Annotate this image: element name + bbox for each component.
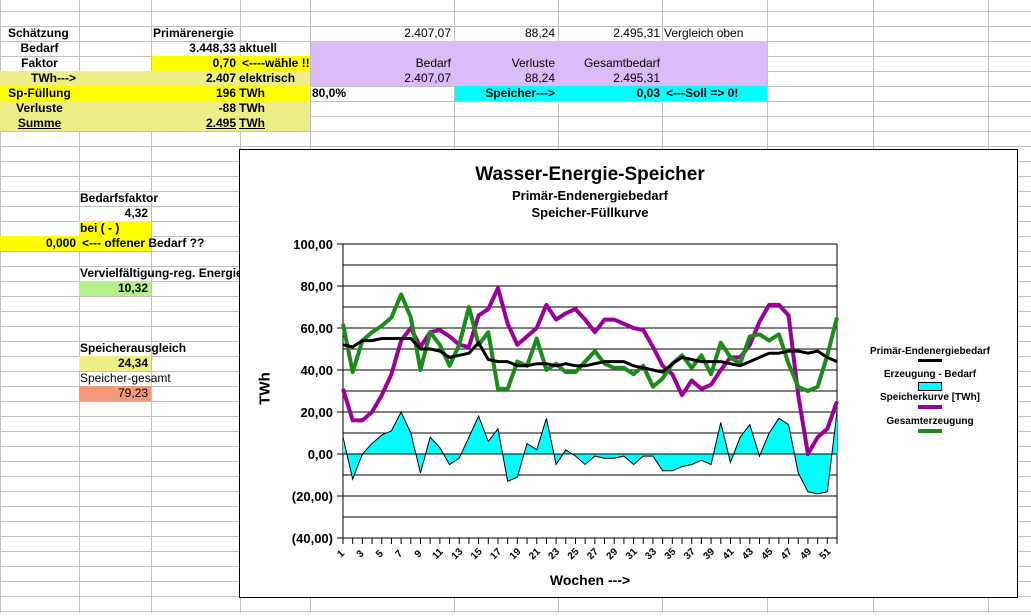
chart-wasser-energie-speicher[interactable]: Wasser-Energie-Speicher Primär-Endenergi… bbox=[239, 149, 1018, 598]
spfuellung-value[interactable]: 196 bbox=[152, 86, 239, 101]
y-tick-label: 100,00 bbox=[293, 237, 333, 252]
legend-label-gesamterzeugung: Gesamterzeugung bbox=[860, 416, 1000, 427]
val-bedarf[interactable]: 2.407,07 bbox=[311, 71, 454, 86]
x-tick-label: 39 bbox=[701, 546, 717, 562]
summe-label[interactable]: Summe bbox=[0, 116, 79, 131]
x-tick-label: 45 bbox=[760, 546, 776, 562]
legend-item-speicherkurve[interactable]: Speicherkurve [TWh] bbox=[860, 392, 1000, 409]
offen-value[interactable]: 0,000 bbox=[0, 236, 79, 251]
speicher-gesamt-value[interactable]: 79,23 bbox=[79, 386, 151, 401]
schaetzung-label[interactable]: Schätzung bbox=[5, 26, 72, 41]
x-tick-label: 49 bbox=[798, 546, 814, 562]
hdr-bedarf[interactable]: Bedarf bbox=[311, 56, 454, 71]
val-verluste[interactable]: 88,24 bbox=[455, 71, 558, 86]
x-tick-label: 29 bbox=[605, 546, 621, 562]
legend-item-gesamterzeugung[interactable]: Gesamterzeugung bbox=[860, 416, 1000, 433]
y-tick-label: 20,00 bbox=[300, 405, 333, 420]
top-note[interactable]: Vergleich oben bbox=[661, 26, 746, 41]
vervielf-value[interactable]: 10,32 bbox=[79, 281, 151, 296]
x-tick-label: 37 bbox=[682, 546, 698, 562]
y-tick-label: 0,00 bbox=[308, 447, 333, 462]
x-tick-label: 5 bbox=[374, 548, 386, 560]
faktor-note[interactable]: <----wähle !! bbox=[239, 56, 313, 71]
x-tick-label: 19 bbox=[508, 546, 524, 562]
speicher-value[interactable]: 0,03 bbox=[559, 86, 663, 101]
x-tick-label: 47 bbox=[779, 546, 795, 562]
legend-item-erzeugung[interactable]: Erzeugung - Bedarf bbox=[860, 369, 1000, 391]
y-tick-label: 40,00 bbox=[300, 363, 333, 378]
ausgleich-value[interactable]: 24,34 bbox=[79, 356, 151, 371]
hdr-gesamt[interactable]: Gesamtbedarf bbox=[559, 56, 663, 71]
x-axis-label: Wochen ---> bbox=[490, 572, 690, 588]
vervielf-label[interactable]: Vervielfältigung-reg. Energie bbox=[77, 266, 246, 281]
summe-value[interactable]: 2.495 bbox=[152, 116, 239, 131]
legend-area-cyan-icon bbox=[918, 382, 942, 391]
top-verluste[interactable]: 88,24 bbox=[455, 26, 558, 41]
faktor-label[interactable]: Faktor bbox=[0, 56, 79, 71]
bei-label[interactable]: bei ( - ) bbox=[77, 221, 122, 236]
spfuellung-label[interactable]: Sp-Füllung bbox=[0, 86, 79, 101]
twh-note[interactable]: elektrisch bbox=[236, 71, 298, 86]
x-tick-label: 7 bbox=[393, 548, 405, 560]
verluste-label[interactable]: Verluste bbox=[0, 101, 79, 116]
x-tick-label: 21 bbox=[527, 546, 543, 562]
top-gesamt[interactable]: 2.495,31 bbox=[559, 26, 663, 41]
y-tick-label: (20,00) bbox=[292, 489, 333, 504]
val-gesamt[interactable]: 2.495,31 bbox=[559, 71, 663, 86]
ausgleich-label[interactable]: Speicherausgleich bbox=[77, 341, 189, 356]
y-tick-label: 60,00 bbox=[300, 321, 333, 336]
legend-line-green-icon bbox=[918, 429, 942, 433]
y-tick-label: (40,00) bbox=[292, 531, 333, 546]
legend-label-primaer: Primär-Endenergiebedarf bbox=[860, 346, 1000, 357]
hdr-verluste[interactable]: Verluste bbox=[455, 56, 558, 71]
x-tick-label: 25 bbox=[566, 546, 582, 562]
speicher-label[interactable]: Speicher---> bbox=[455, 86, 558, 101]
x-tick-label: 1 bbox=[335, 548, 347, 560]
x-tick-label: 33 bbox=[643, 546, 659, 562]
faktor-value[interactable]: 0,70 bbox=[152, 56, 239, 71]
speicher-gesamt-label[interactable]: Speicher-gesamt bbox=[77, 371, 174, 386]
spfuellung-percent[interactable]: 80,0% bbox=[309, 86, 349, 101]
spfuellung-unit[interactable]: TWh bbox=[236, 86, 268, 101]
x-tick-label: 43 bbox=[740, 546, 756, 562]
x-tick-label: 13 bbox=[450, 546, 466, 562]
twh-label[interactable]: TWh---> bbox=[0, 71, 79, 86]
legend-line-purple-icon bbox=[918, 405, 942, 409]
series-line-speicherkurve bbox=[343, 288, 837, 454]
bedarf-label[interactable]: Bedarf bbox=[0, 41, 79, 56]
legend-label-erzeugung: Erzeugung - Bedarf bbox=[860, 369, 1000, 380]
bedarf-note[interactable]: aktuell bbox=[236, 41, 280, 56]
x-tick-label: 35 bbox=[663, 546, 679, 562]
top-bedarf[interactable]: 2.407,07 bbox=[311, 26, 454, 41]
series-line-gesamterzeugung bbox=[343, 294, 837, 391]
x-tick-label: 15 bbox=[469, 546, 485, 562]
series-area-erzeugung-bedarf bbox=[343, 412, 837, 494]
x-tick-label: 31 bbox=[624, 546, 640, 562]
verluste-unit[interactable]: TWh bbox=[236, 101, 268, 116]
x-tick-label: 51 bbox=[818, 546, 834, 562]
y-tick-label: 80,00 bbox=[300, 279, 333, 294]
x-tick-label: 17 bbox=[488, 546, 504, 562]
verluste-value[interactable]: -88 bbox=[152, 101, 239, 116]
primaerenergie-label[interactable]: Primärenergie bbox=[150, 26, 237, 41]
twh-value[interactable]: 2.407 bbox=[152, 71, 239, 86]
speicher-note[interactable]: <---Soll => 0! bbox=[663, 86, 741, 101]
legend-line-black-icon bbox=[918, 359, 942, 362]
x-tick-label: 41 bbox=[721, 546, 737, 562]
legend-label-speicherkurve: Speicherkurve [TWh] bbox=[860, 392, 1000, 403]
legend-item-primaer[interactable]: Primär-Endenergiebedarf bbox=[860, 346, 1000, 362]
bedarfsfaktor-value[interactable]: 4,32 bbox=[79, 206, 151, 221]
x-tick-label: 27 bbox=[585, 546, 601, 562]
y-axis-label: TWh bbox=[257, 369, 274, 409]
offen-note[interactable]: <--- offener Bedarf ?? bbox=[79, 236, 207, 251]
x-tick-label: 11 bbox=[430, 546, 446, 562]
x-tick-label: 3 bbox=[355, 548, 367, 560]
summe-unit[interactable]: TWh bbox=[236, 116, 268, 131]
bedarf-value[interactable]: 3.448,33 bbox=[152, 41, 239, 56]
bedarfsfaktor-label[interactable]: Bedarfsfaktor bbox=[77, 191, 161, 206]
x-tick-label: 9 bbox=[413, 548, 425, 560]
x-tick-label: 23 bbox=[547, 546, 563, 562]
